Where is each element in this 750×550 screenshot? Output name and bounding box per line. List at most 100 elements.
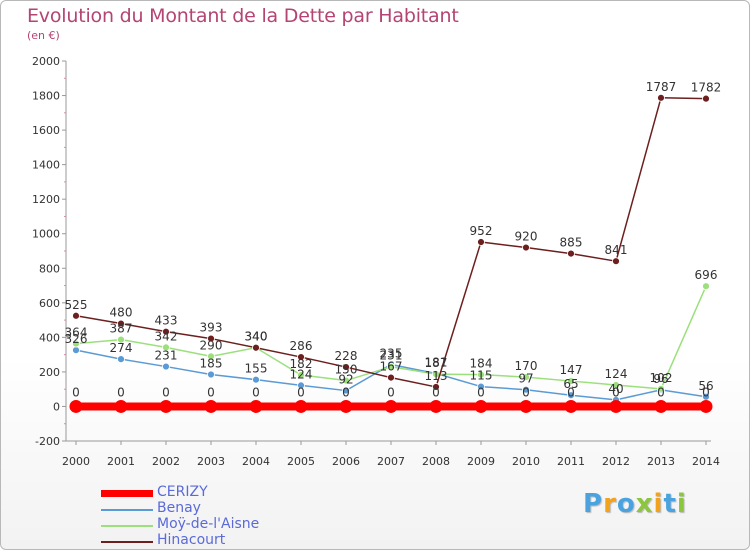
data-label: 181 (425, 355, 448, 369)
data-label: 147 (560, 363, 583, 377)
data-label: 340 (245, 330, 268, 344)
data-label: 150 (335, 363, 358, 377)
y-tick-label: -200 (35, 435, 60, 448)
data-point (384, 399, 398, 413)
logo-letter: o (616, 489, 636, 519)
logo-letter: i (676, 489, 687, 519)
data-label: 102 (650, 371, 673, 385)
x-tick-label: 2014 (692, 455, 720, 468)
legend-label-cerizy: CERIZY (157, 484, 208, 500)
data-point (294, 399, 308, 413)
logo-letter: i (653, 489, 664, 519)
data-point (72, 311, 80, 320)
x-tick-label: 2003 (197, 455, 225, 468)
y-tick-label: 800 (39, 262, 60, 275)
data-point (609, 399, 623, 413)
data-label: 0 (657, 385, 665, 399)
data-point (567, 391, 575, 400)
logo-letter: x (635, 489, 654, 519)
x-tick-label: 2002 (152, 455, 180, 468)
data-point (477, 382, 485, 391)
data-label: 182 (290, 357, 313, 371)
legend-label-moy-de-l-aisne: Moÿ-de-l'Aisne (157, 516, 260, 532)
data-point (387, 373, 395, 382)
data-label: 0 (252, 385, 260, 399)
x-tick-label: 2004 (242, 455, 270, 468)
data-point (207, 352, 215, 361)
logo-letter: P (583, 489, 604, 519)
data-point (207, 334, 215, 343)
data-point (702, 94, 710, 103)
data-point (162, 327, 170, 336)
data-point (477, 238, 485, 246)
data-label: 97 (518, 372, 533, 386)
data-label: 0 (702, 385, 710, 399)
data-point (72, 346, 80, 355)
data-label: 433 (155, 314, 178, 328)
data-point (519, 399, 533, 413)
data-label: 0 (207, 385, 215, 399)
data-point (522, 385, 530, 394)
y-tick-label: 0 (53, 400, 60, 413)
data-label: 170 (515, 359, 538, 373)
data-label: 96 (653, 372, 668, 386)
data-point (207, 370, 215, 379)
data-point (657, 93, 665, 102)
x-tick-label: 2013 (647, 455, 675, 468)
data-label: 65 (563, 377, 578, 391)
data-point (564, 399, 578, 413)
data-point (204, 399, 218, 413)
data-label: 1787 (646, 80, 677, 94)
data-point (432, 383, 440, 391)
data-point (159, 399, 173, 413)
data-label: 274 (110, 341, 133, 355)
data-point (69, 399, 83, 413)
data-point (114, 399, 128, 413)
data-label: 364 (65, 326, 88, 340)
data-point (654, 399, 668, 413)
data-point (162, 362, 170, 371)
data-label: 0 (567, 385, 575, 399)
data-label: 184 (470, 357, 493, 371)
x-tick-label: 2010 (512, 455, 540, 468)
data-label: 0 (297, 385, 305, 399)
data-label: 0 (522, 385, 530, 399)
legend-label-benay: Benay (157, 500, 201, 516)
data-label: 0 (342, 385, 350, 399)
proxiti-logo: Proxiti (583, 489, 687, 519)
data-label: 340 (245, 330, 268, 344)
y-tick-label: 1200 (32, 193, 60, 206)
chart-subtitle: (en €) (27, 29, 60, 42)
data-label: 228 (335, 349, 358, 363)
data-label: 115 (470, 369, 493, 383)
data-point (522, 373, 530, 381)
data-label: 155 (245, 362, 268, 376)
data-point (117, 355, 125, 364)
data-label: 231 (380, 349, 403, 363)
data-label: 841 (605, 243, 628, 257)
data-point (522, 243, 530, 252)
x-tick-label: 2009 (467, 455, 495, 468)
data-point (612, 381, 620, 389)
data-label: 525 (65, 298, 88, 312)
data-label: 0 (162, 385, 170, 399)
x-tick-label: 2011 (557, 455, 585, 468)
data-label: 40 (608, 382, 623, 396)
x-tick-label: 2006 (332, 455, 360, 468)
logo-letter: r (603, 489, 617, 519)
data-label: 0 (432, 385, 440, 399)
data-point (342, 376, 350, 385)
data-label: 952 (470, 224, 493, 238)
data-label: 0 (72, 385, 80, 399)
data-label: 167 (380, 360, 403, 374)
data-label: 56 (698, 379, 713, 393)
data-point (339, 399, 353, 413)
legend-swatch-hinacourt (101, 541, 153, 543)
data-label: 187 (425, 356, 448, 370)
legend-swatch-cerizy (101, 490, 153, 497)
logo-letter: t (663, 489, 677, 519)
data-label: 290 (200, 338, 223, 352)
data-point (657, 384, 665, 393)
